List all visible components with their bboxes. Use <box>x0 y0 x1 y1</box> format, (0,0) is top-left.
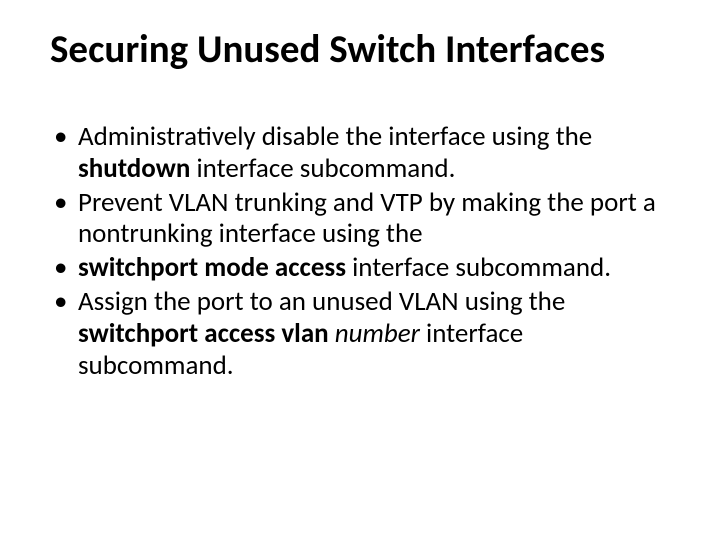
bullet-text-bold: shutdown <box>78 152 190 185</box>
bullet-text-pre: Assign the port to an unused VLAN using … <box>78 285 565 318</box>
bullet-text-italic: number <box>329 317 420 350</box>
list-item: Administratively disable the interface u… <box>50 121 670 185</box>
list-item: Assign the port to an unused VLAN using … <box>50 286 670 382</box>
slide: Securing Unused Switch Interfaces Admini… <box>0 0 720 540</box>
bullet-list: Administratively disable the interface u… <box>50 121 670 382</box>
slide-title: Securing Unused Switch Interfaces <box>50 28 670 73</box>
bullet-text-bold: switchport mode access <box>78 251 346 284</box>
bullet-text-post: interface subcommand. <box>190 152 455 185</box>
bullet-text-bold: switchport access vlan <box>78 317 329 350</box>
bullet-text-pre: Administratively disable the interface u… <box>78 120 592 153</box>
bullet-text-post: interface subcommand. <box>346 251 611 284</box>
list-item: switchport mode access interface subcomm… <box>50 252 670 284</box>
list-item: Prevent VLAN trunking and VTP by making … <box>50 187 670 251</box>
bullet-text-pre: Prevent VLAN trunking and VTP by making … <box>78 186 656 251</box>
